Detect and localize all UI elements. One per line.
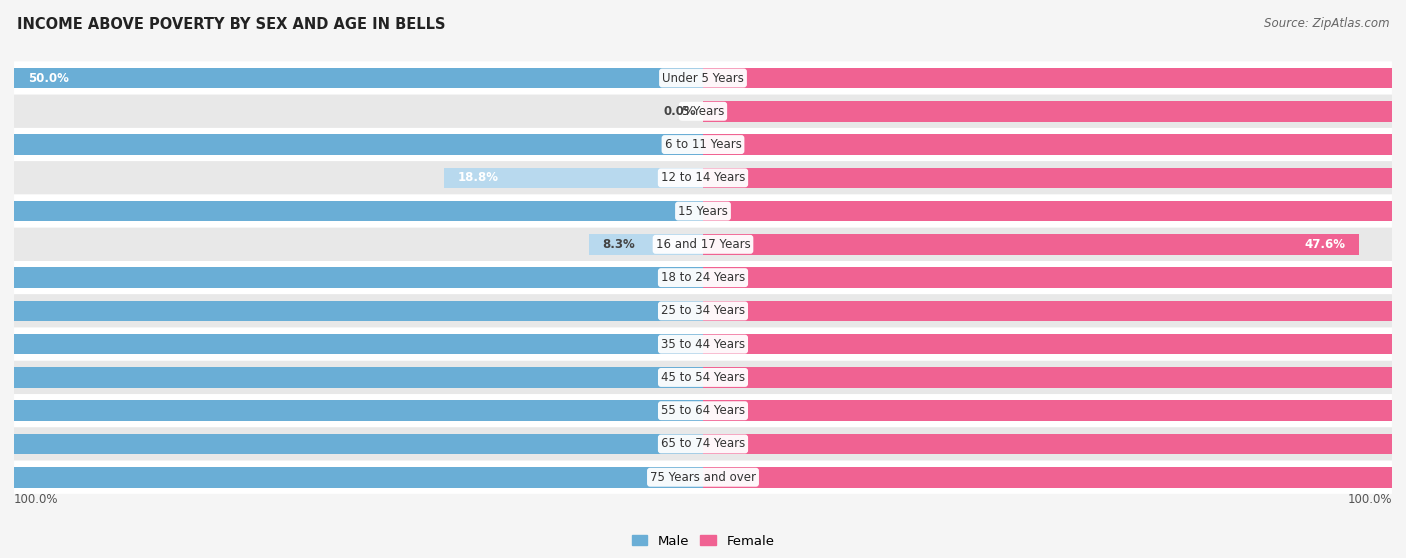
Text: INCOME ABOVE POVERTY BY SEX AND AGE IN BELLS: INCOME ABOVE POVERTY BY SEX AND AGE IN B… bbox=[17, 17, 446, 32]
FancyBboxPatch shape bbox=[14, 294, 1392, 328]
FancyBboxPatch shape bbox=[14, 128, 1392, 161]
Text: 16 and 17 Years: 16 and 17 Years bbox=[655, 238, 751, 251]
Bar bbox=[0, 467, 703, 488]
Text: Source: ZipAtlas.com: Source: ZipAtlas.com bbox=[1264, 17, 1389, 30]
FancyBboxPatch shape bbox=[14, 95, 1392, 128]
Text: 55 to 64 Years: 55 to 64 Years bbox=[661, 404, 745, 417]
Bar bbox=[0, 301, 703, 321]
Bar bbox=[703, 301, 1406, 321]
Text: 25 to 34 Years: 25 to 34 Years bbox=[661, 305, 745, 318]
Bar bbox=[0, 134, 703, 155]
FancyBboxPatch shape bbox=[14, 427, 1392, 460]
FancyBboxPatch shape bbox=[14, 61, 1392, 95]
Bar bbox=[0, 367, 703, 388]
FancyBboxPatch shape bbox=[14, 261, 1392, 294]
Bar bbox=[703, 101, 1406, 122]
Text: 18.8%: 18.8% bbox=[458, 171, 499, 184]
Text: 50.0%: 50.0% bbox=[28, 71, 69, 84]
Text: 100.0%: 100.0% bbox=[14, 493, 59, 506]
Text: Under 5 Years: Under 5 Years bbox=[662, 71, 744, 84]
Text: 0.0%: 0.0% bbox=[664, 105, 696, 118]
Bar bbox=[703, 401, 1406, 421]
Legend: Male, Female: Male, Female bbox=[626, 530, 780, 553]
Text: 45 to 54 Years: 45 to 54 Years bbox=[661, 371, 745, 384]
Bar bbox=[0, 434, 703, 454]
Bar bbox=[703, 267, 1406, 288]
Bar bbox=[444, 167, 703, 188]
Text: 65 to 74 Years: 65 to 74 Years bbox=[661, 437, 745, 450]
FancyBboxPatch shape bbox=[14, 460, 1392, 494]
Bar bbox=[703, 201, 1406, 222]
Text: 47.6%: 47.6% bbox=[1305, 238, 1346, 251]
Bar bbox=[703, 167, 1406, 188]
Bar bbox=[703, 367, 1406, 388]
Text: 12 to 14 Years: 12 to 14 Years bbox=[661, 171, 745, 184]
Text: 100.0%: 100.0% bbox=[1347, 493, 1392, 506]
Text: 18 to 24 Years: 18 to 24 Years bbox=[661, 271, 745, 284]
Bar bbox=[703, 68, 1406, 88]
FancyBboxPatch shape bbox=[14, 194, 1392, 228]
Bar bbox=[703, 467, 1406, 488]
Bar bbox=[0, 334, 703, 354]
Text: 35 to 44 Years: 35 to 44 Years bbox=[661, 338, 745, 350]
Bar bbox=[14, 68, 703, 88]
Bar bbox=[589, 234, 703, 254]
Text: 5 Years: 5 Years bbox=[682, 105, 724, 118]
Bar bbox=[703, 134, 1406, 155]
Text: 6 to 11 Years: 6 to 11 Years bbox=[665, 138, 741, 151]
Bar bbox=[0, 201, 703, 222]
FancyBboxPatch shape bbox=[14, 161, 1392, 194]
Text: 8.3%: 8.3% bbox=[602, 238, 636, 251]
FancyBboxPatch shape bbox=[14, 328, 1392, 361]
Bar bbox=[0, 267, 703, 288]
Bar bbox=[703, 334, 1406, 354]
Bar bbox=[0, 401, 703, 421]
FancyBboxPatch shape bbox=[14, 394, 1392, 427]
FancyBboxPatch shape bbox=[14, 361, 1392, 394]
Bar bbox=[703, 434, 1406, 454]
FancyBboxPatch shape bbox=[14, 228, 1392, 261]
Text: 75 Years and over: 75 Years and over bbox=[650, 471, 756, 484]
Text: 15 Years: 15 Years bbox=[678, 205, 728, 218]
Text: 54.9%: 54.9% bbox=[1405, 71, 1406, 84]
Bar bbox=[703, 234, 1358, 254]
